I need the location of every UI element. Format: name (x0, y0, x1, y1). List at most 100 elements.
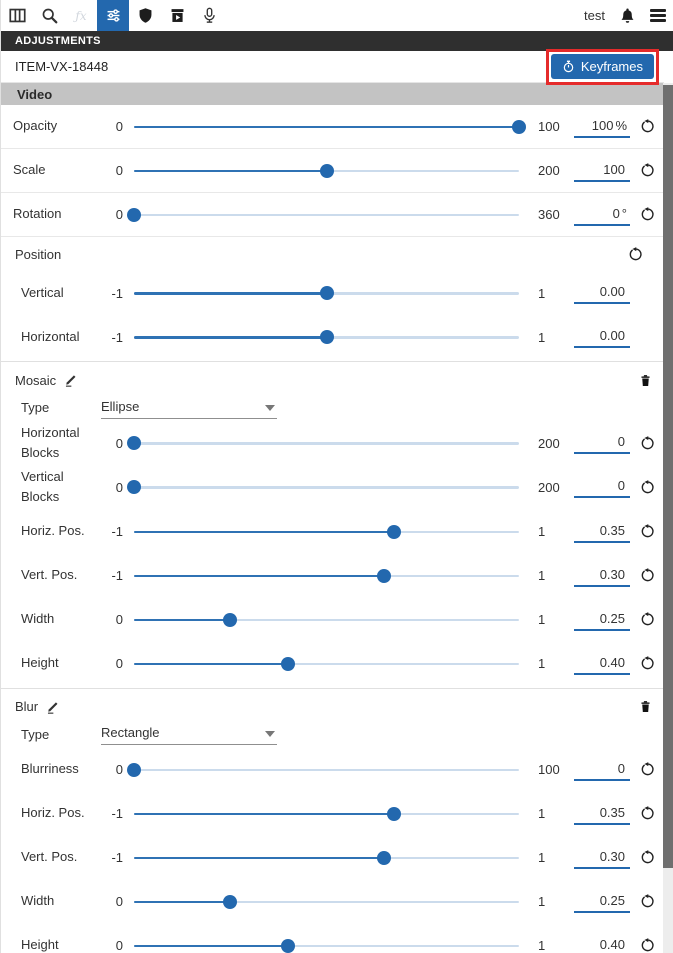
user-label[interactable]: test (584, 8, 605, 23)
value-input[interactable]: 100 (574, 160, 630, 182)
slider[interactable] (127, 436, 519, 451)
blur-rows: Blurriness 0 100 0 Horiz. Pos. -1 1 0.35… (1, 748, 664, 953)
slider-thumb[interactable] (127, 480, 141, 495)
blur-header: Blur (1, 689, 664, 721)
slider-label: Vertical (21, 284, 64, 300)
reset-icon[interactable] (630, 435, 664, 451)
reset-icon[interactable] (630, 612, 664, 627)
slider-thumb[interactable] (281, 656, 295, 671)
slider[interactable] (127, 207, 519, 222)
slider-thumb[interactable] (512, 119, 526, 134)
columns-icon[interactable] (1, 0, 33, 31)
slider[interactable] (134, 330, 519, 344)
value-input[interactable]: 0.25 (574, 609, 630, 631)
menu-icon[interactable] (643, 0, 673, 31)
reset-icon[interactable] (618, 246, 652, 262)
slider-thumb[interactable] (386, 524, 401, 539)
reset-icon[interactable] (630, 207, 664, 222)
slider-label: Horizontal Blocks (21, 425, 80, 461)
reset-icon[interactable] (630, 938, 664, 953)
slider-label: Vertical Blocks (21, 469, 64, 505)
slider-label: Horizontal (21, 328, 80, 344)
slider-thumb[interactable] (319, 286, 334, 300)
slider-thumb[interactable] (281, 938, 295, 953)
delete-trash-icon[interactable] (639, 699, 652, 714)
slider[interactable] (134, 806, 519, 821)
edit-pencil-icon[interactable] (46, 700, 60, 714)
slider[interactable] (127, 480, 519, 495)
sliders-icon[interactable] (97, 0, 129, 31)
slider-max-value: 100 (538, 762, 560, 778)
slider-thumb[interactable] (386, 806, 401, 821)
value-input[interactable]: 0 ° (574, 204, 630, 226)
slider[interactable] (134, 938, 519, 953)
edit-pencil-icon[interactable] (64, 373, 78, 387)
scrollbar[interactable] (663, 83, 673, 953)
position-rows: Vertical -1 1 0.00 Horizontal -1 1 0.00 (1, 271, 664, 359)
reset-icon[interactable] (630, 850, 664, 865)
value-input[interactable]: 0 (574, 476, 630, 499)
slider-row: Width 0 1 0.25 (1, 598, 664, 642)
slider-thumb[interactable] (223, 894, 238, 909)
slider-thumb[interactable] (319, 330, 334, 344)
delete-trash-icon[interactable] (639, 373, 652, 388)
value-input[interactable]: 0.00 (574, 282, 630, 304)
shield-icon[interactable] (129, 0, 161, 31)
slider[interactable] (134, 163, 519, 178)
slider[interactable] (134, 286, 519, 300)
reset-icon[interactable] (630, 163, 664, 178)
keyframes-button[interactable]: Keyframes (550, 54, 654, 79)
value-input[interactable]: 0 (574, 759, 630, 781)
slider-label: Height (21, 937, 59, 953)
microphone-icon[interactable] (193, 0, 225, 31)
reset-icon[interactable] (630, 119, 664, 134)
value-input[interactable]: 0.35 (574, 521, 630, 543)
reset-icon[interactable] (630, 524, 664, 539)
slider[interactable] (134, 894, 519, 909)
effects-icon (65, 0, 97, 31)
slider-thumb[interactable] (319, 163, 334, 178)
value-input[interactable]: 0.40 (574, 935, 630, 953)
slider[interactable] (134, 656, 519, 671)
type-label: Type (21, 400, 50, 415)
reset-icon[interactable] (630, 656, 664, 671)
value-input[interactable]: 0.25 (574, 891, 630, 913)
slider[interactable] (134, 850, 519, 865)
value-input[interactable]: 0.30 (574, 565, 630, 587)
slider[interactable] (134, 524, 519, 539)
value-input[interactable]: 0 (574, 432, 630, 455)
slider-min-value: 0 (115, 479, 123, 495)
slider-thumb[interactable] (377, 568, 392, 583)
slider[interactable] (127, 762, 519, 777)
slider-min-value: 0 (115, 435, 123, 451)
slider-thumb[interactable] (223, 612, 238, 627)
slider[interactable] (134, 612, 519, 627)
mosaic-type-select[interactable]: Ellipse (101, 397, 277, 419)
value-input[interactable]: 100% (574, 116, 630, 138)
slider[interactable] (134, 568, 519, 583)
scrollbar-thumb[interactable] (663, 85, 673, 868)
blur-type-value: Rectangle (101, 725, 160, 741)
blur-type-select[interactable]: Rectangle (101, 723, 277, 746)
item-bar: ITEM-VX-18448 Keyframes (1, 49, 664, 85)
reset-icon[interactable] (630, 480, 664, 495)
reset-icon[interactable] (630, 894, 664, 909)
reset-icon[interactable] (630, 762, 664, 777)
media-archive-icon[interactable] (161, 0, 193, 31)
slider-thumb[interactable] (127, 436, 141, 451)
slider[interactable] (134, 119, 526, 134)
reset-icon[interactable] (630, 806, 664, 821)
slider-fill (134, 812, 394, 816)
slider-thumb[interactable] (127, 762, 141, 777)
value-input[interactable]: 0.40 (574, 653, 630, 675)
value-input[interactable]: 0.00 (574, 326, 630, 348)
slider-thumb[interactable] (127, 207, 141, 222)
slider-row: Vert. Pos. -1 1 0.30 (1, 554, 664, 598)
slider-max-value: 200 (538, 435, 560, 451)
search-icon[interactable] (33, 0, 65, 31)
slider-thumb[interactable] (377, 850, 392, 865)
bell-icon[interactable] (611, 0, 643, 31)
value-input[interactable]: 0.30 (574, 847, 630, 869)
reset-icon[interactable] (630, 568, 664, 583)
value-input[interactable]: 0.35 (574, 803, 630, 825)
